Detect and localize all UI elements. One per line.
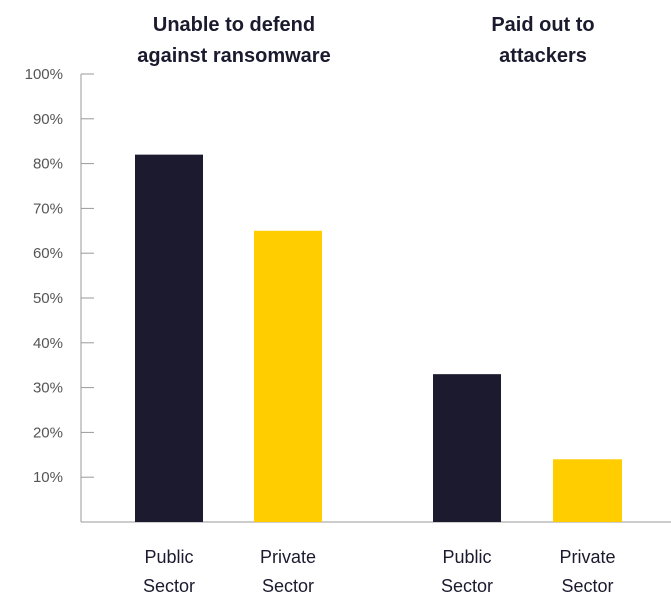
category-label-line: Public xyxy=(442,547,491,567)
y-tick-label: 100% xyxy=(25,66,63,83)
category-label-line: Sector xyxy=(143,576,195,596)
y-tick-label: 50% xyxy=(33,290,63,307)
y-tick-label: 60% xyxy=(33,245,63,262)
category-label-line: Public xyxy=(144,547,193,567)
y-tick-label: 40% xyxy=(33,335,63,352)
group-title-line: Paid out to xyxy=(491,14,594,36)
y-tick-label: 30% xyxy=(33,380,63,397)
y-tick-label: 20% xyxy=(33,424,63,441)
category-label-line: Private xyxy=(559,547,615,567)
category-label-line: Sector xyxy=(441,576,493,596)
group-title-line: Unable to defend xyxy=(153,14,315,36)
group-title-line: against ransomware xyxy=(137,45,330,67)
bar-public-sector xyxy=(135,154,203,522)
y-tick-label: 10% xyxy=(33,469,63,486)
category-label-line: Sector xyxy=(262,576,314,596)
bar-public-sector xyxy=(433,374,501,522)
group-title-line: attackers xyxy=(499,45,587,67)
category-label-line: Sector xyxy=(561,576,613,596)
y-tick-label: 90% xyxy=(33,111,63,128)
category-label-line: Private xyxy=(260,547,316,567)
bar-private-sector xyxy=(553,459,622,522)
bar-private-sector xyxy=(254,230,322,523)
y-tick-label: 80% xyxy=(33,156,63,173)
y-tick-label: 70% xyxy=(33,200,63,217)
